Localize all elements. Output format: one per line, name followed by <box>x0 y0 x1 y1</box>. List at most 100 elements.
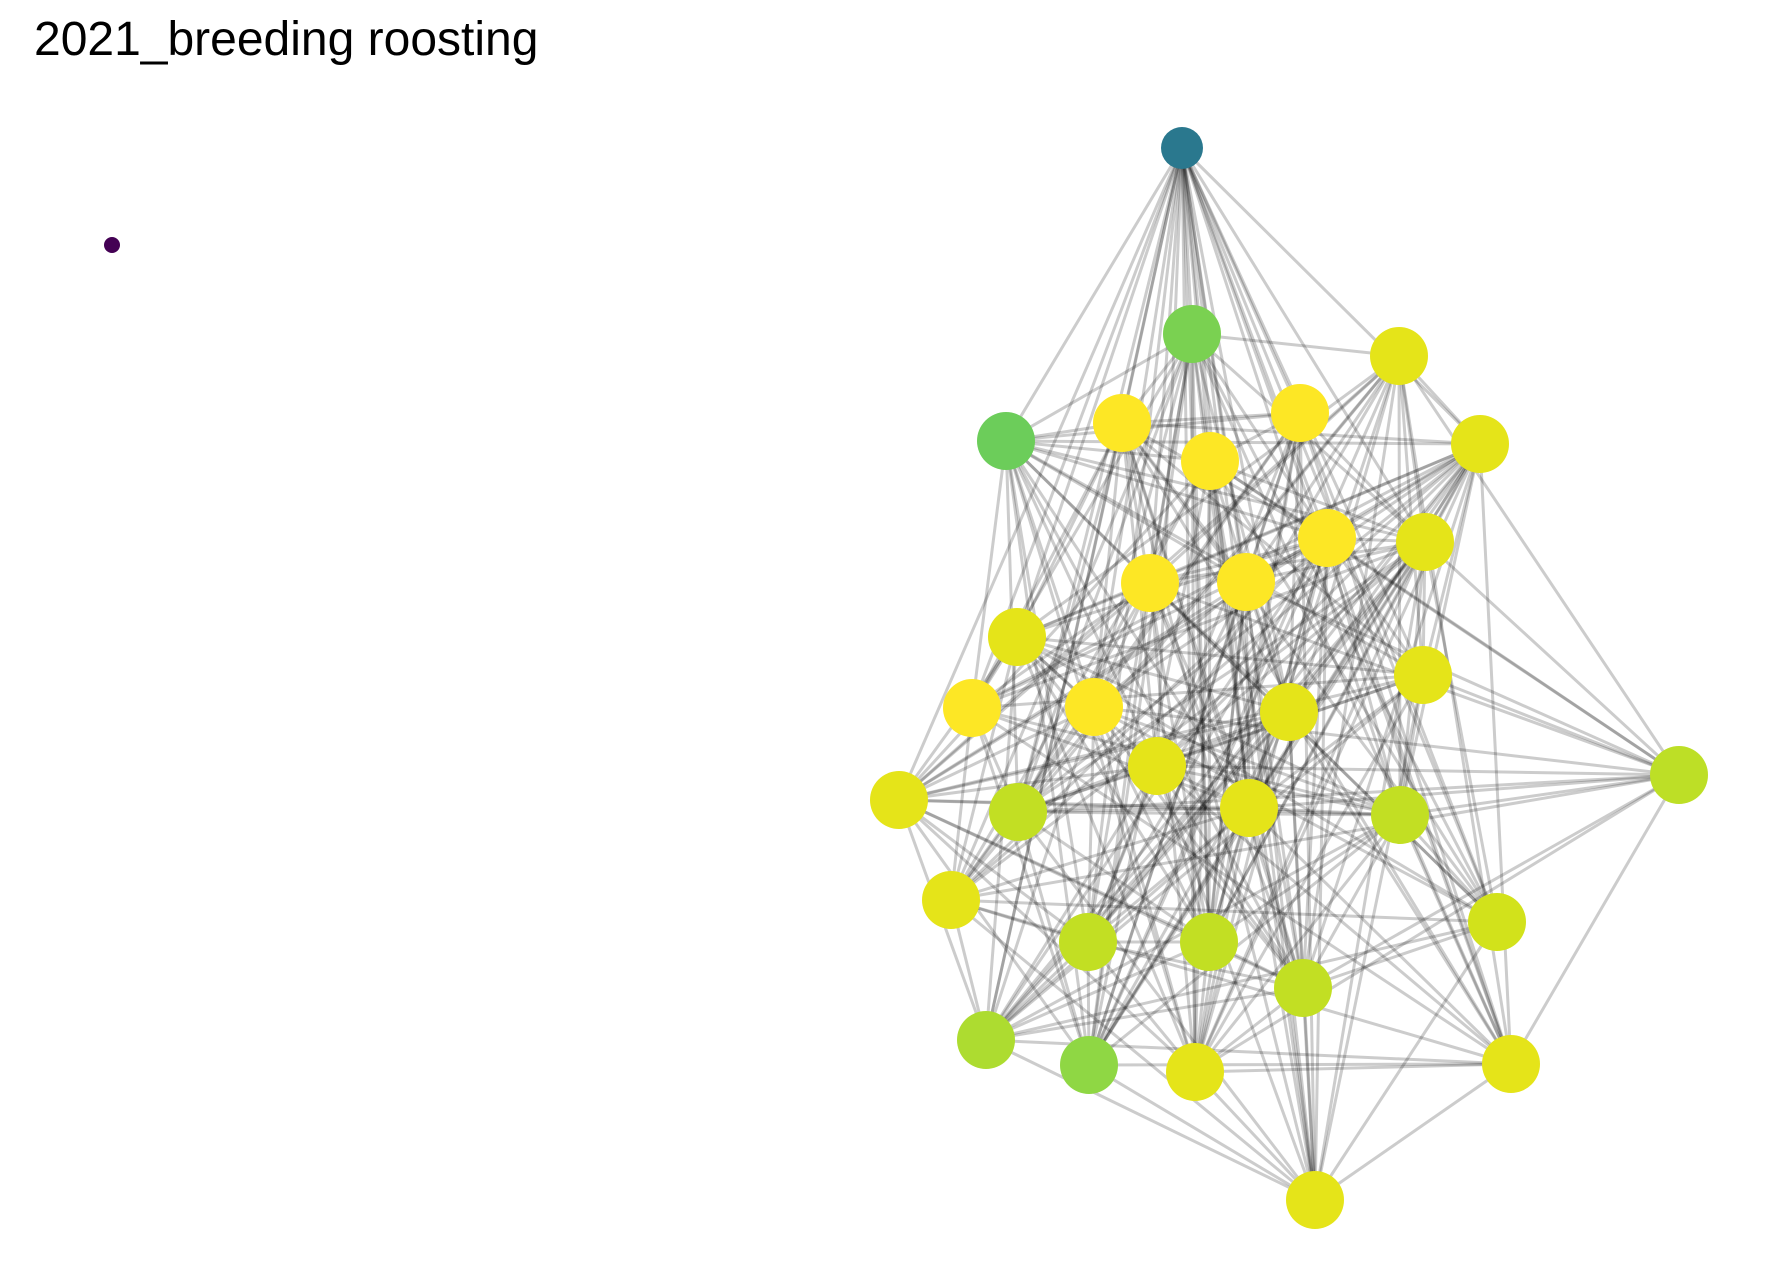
edge-n2-n17 <box>1190 333 1291 713</box>
edge-n9-n20 <box>1325 537 1402 816</box>
edge-n7-n12 <box>1244 355 1401 583</box>
edge-n18-n27 <box>1155 765 1211 943</box>
edge-n6-n27 <box>1207 460 1212 943</box>
edge-n15-n33 <box>1092 706 1305 989</box>
edge-n3-n5 <box>1005 411 1301 443</box>
edge-n15-n21 <box>898 705 1095 802</box>
edge-n15-n30 <box>1092 706 1197 1073</box>
edge-n9-n27 <box>1207 537 1329 943</box>
edge-n4-n28 <box>984 422 1124 1041</box>
edge-n1-n27 <box>1180 147 1211 943</box>
edge-n11-n22 <box>1148 582 1251 809</box>
node-n5 <box>1271 384 1329 442</box>
edge-n24-n28 <box>985 920 1498 1042</box>
edge-n15-n25 <box>1086 706 1096 943</box>
edge-n12-n22 <box>1244 581 1251 809</box>
edge-n14-n20 <box>971 706 1401 817</box>
edge-n1-n13 <box>1015 147 1184 638</box>
edge-n2-n9 <box>1190 333 1329 539</box>
edge-n16-n30 <box>1193 674 1425 1073</box>
node-n24 <box>1468 893 1526 951</box>
edge-n4-n12 <box>1120 422 1248 583</box>
node-n31 <box>1482 1035 1540 1093</box>
edge-n4-n15 <box>1092 422 1124 708</box>
edge-n6-n24 <box>1208 460 1499 923</box>
edge-n24-n33 <box>1302 920 1498 990</box>
edge-n17-n31 <box>1287 711 1513 1065</box>
edge-n17-n25 <box>1086 711 1291 943</box>
edge-n6-n33 <box>1208 460 1305 989</box>
edge-n9-n25 <box>1086 537 1329 943</box>
edge-n1-n21 <box>897 147 1184 801</box>
edge-n4-n5 <box>1121 411 1301 425</box>
edge-n3-n15 <box>1004 440 1096 708</box>
edge-n13-n16 <box>1016 635 1424 677</box>
edge-n5-n27 <box>1207 412 1302 943</box>
edge-n7-n18 <box>1155 355 1401 767</box>
node-n6 <box>1181 432 1239 490</box>
edge-n13-n23 <box>949 636 1019 901</box>
edge-n13-n27 <box>1015 636 1211 943</box>
edge-n10-n23 <box>950 540 1426 902</box>
edge-n10-n14 <box>971 540 1426 710</box>
edge-n1-n25 <box>1086 147 1184 943</box>
edge-n18-n33 <box>1155 765 1305 989</box>
edge-n4-n13 <box>1015 422 1124 638</box>
node-n16 <box>1394 646 1452 704</box>
edge-n3-n9 <box>1005 439 1328 540</box>
edge-n14-n29 <box>970 707 1091 1066</box>
edge-n17-n33 <box>1287 711 1305 989</box>
edge-n11-n30 <box>1148 582 1197 1073</box>
node-n20 <box>1371 786 1429 844</box>
edge-n3-n30 <box>1004 440 1197 1073</box>
edge-n5-n12 <box>1244 412 1302 583</box>
edge-n4-n16 <box>1121 421 1424 677</box>
edge-n7-n16 <box>1397 355 1425 676</box>
edge-n19-n26 <box>1017 773 1680 814</box>
edge-n4-n22 <box>1120 422 1251 809</box>
edge-n23-n31 <box>950 898 1512 1066</box>
edge-n15-n28 <box>984 706 1096 1041</box>
edge-n9-n33 <box>1301 537 1329 989</box>
edge-n7-n11 <box>1148 354 1401 585</box>
edge-n3-n10 <box>1005 439 1426 544</box>
edge-n6-n19 <box>1016 460 1212 813</box>
edge-n18-n28 <box>984 765 1159 1041</box>
edge-n22-n31 <box>1247 806 1513 1066</box>
edge-n22-n33 <box>1247 807 1305 989</box>
edge-n12-n30 <box>1193 581 1248 1073</box>
edge-n26-n33 <box>1302 773 1680 990</box>
edge-n8-n21 <box>898 442 1481 802</box>
edge-n13-n28 <box>984 636 1019 1041</box>
edge-n5-n10 <box>1298 411 1427 544</box>
node-n27 <box>1180 913 1238 971</box>
edge-n2-n27 <box>1190 333 1211 943</box>
node-n4 <box>1093 394 1151 452</box>
edge-n2-n19 <box>1016 333 1194 813</box>
node-n8 <box>1451 415 1509 473</box>
node-n7 <box>1370 327 1428 385</box>
edge-n2-n11 <box>1148 333 1194 584</box>
edge-n21-n25 <box>898 798 1089 944</box>
edge-n3-n8 <box>1005 439 1481 446</box>
edge-n30-n32 <box>1193 1070 1317 1202</box>
edge-n18-n20 <box>1156 764 1401 817</box>
edge-n3-n16 <box>1005 439 1424 677</box>
edge-n2-n25 <box>1086 333 1194 943</box>
edge-n7-n13 <box>1016 354 1400 639</box>
edge-n7-n10 <box>1397 355 1427 543</box>
edge-n21-n30 <box>897 798 1197 1074</box>
edge-n4-n19 <box>1016 422 1124 813</box>
edge-n16-n19 <box>1017 673 1424 814</box>
node-n32 <box>1286 1171 1344 1229</box>
edge-n20-n27 <box>1208 813 1401 944</box>
edge-n4-n31 <box>1120 422 1513 1065</box>
edge-n5-n15 <box>1092 412 1302 708</box>
node-n17 <box>1260 683 1318 741</box>
node-n12 <box>1217 553 1275 611</box>
edge-n14-n31 <box>971 706 1512 1066</box>
edge-n12-n18 <box>1155 581 1248 767</box>
edge-n22-n29 <box>1087 807 1251 1066</box>
edge-n12-n26 <box>1245 580 1680 777</box>
edge-n10-n11 <box>1149 540 1426 585</box>
